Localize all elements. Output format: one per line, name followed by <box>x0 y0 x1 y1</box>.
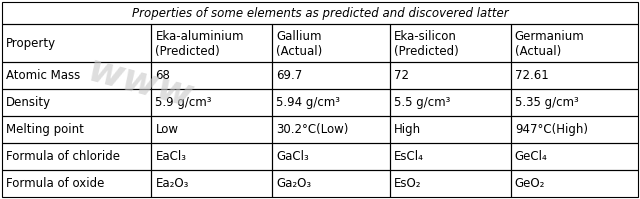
Text: www: www <box>84 51 198 116</box>
Bar <box>2 89 152 116</box>
Bar <box>2 116 152 143</box>
Text: Germanium: Germanium <box>515 30 584 43</box>
Bar <box>390 170 511 197</box>
Bar <box>390 24 511 62</box>
Text: Formula of oxide: Formula of oxide <box>6 177 104 190</box>
Text: (Predicted): (Predicted) <box>394 45 459 58</box>
Text: Eka-aluminium: Eka-aluminium <box>156 30 244 43</box>
Bar <box>390 62 511 89</box>
Text: (Actual): (Actual) <box>276 45 323 58</box>
Bar <box>272 89 390 116</box>
Text: High: High <box>394 123 421 136</box>
Text: Low: Low <box>156 123 179 136</box>
Text: EsO₂: EsO₂ <box>394 177 422 190</box>
Text: 5.5 g/cm³: 5.5 g/cm³ <box>394 96 451 109</box>
Text: 5.9 g/cm³: 5.9 g/cm³ <box>156 96 212 109</box>
Bar <box>152 143 272 170</box>
Text: GaCl₃: GaCl₃ <box>276 150 309 163</box>
Text: 69.7: 69.7 <box>276 69 303 82</box>
Bar <box>152 170 272 197</box>
Text: 72.61: 72.61 <box>515 69 548 82</box>
Text: (Actual): (Actual) <box>515 45 561 58</box>
Text: Eka-silicon: Eka-silicon <box>394 30 457 43</box>
Bar <box>272 116 390 143</box>
Text: EaCl₃: EaCl₃ <box>156 150 186 163</box>
Bar <box>511 89 638 116</box>
Text: Formula of chloride: Formula of chloride <box>6 150 120 163</box>
Bar <box>511 24 638 62</box>
Text: 5.94 g/cm³: 5.94 g/cm³ <box>276 96 340 109</box>
Text: Melting point: Melting point <box>6 123 84 136</box>
Text: (Predicted): (Predicted) <box>156 45 220 58</box>
Text: 68: 68 <box>156 69 170 82</box>
Bar <box>390 143 511 170</box>
Bar <box>511 116 638 143</box>
Bar <box>152 116 272 143</box>
Bar <box>2 62 152 89</box>
Bar <box>2 170 152 197</box>
Bar <box>272 62 390 89</box>
Text: 72: 72 <box>394 69 409 82</box>
Bar <box>511 143 638 170</box>
Text: Density: Density <box>6 96 51 109</box>
Text: Properties of some elements as predicted and discovered latter: Properties of some elements as predicted… <box>132 7 508 20</box>
Bar <box>152 89 272 116</box>
Text: EsCl₄: EsCl₄ <box>394 150 424 163</box>
Text: 947°C(High): 947°C(High) <box>515 123 588 136</box>
Text: 30.2°C(Low): 30.2°C(Low) <box>276 123 349 136</box>
Bar <box>2 143 152 170</box>
Text: Gallium: Gallium <box>276 30 322 43</box>
Text: GeCl₄: GeCl₄ <box>515 150 548 163</box>
Bar <box>152 24 272 62</box>
Bar <box>2 24 152 62</box>
Bar <box>272 24 390 62</box>
Text: 5.35 g/cm³: 5.35 g/cm³ <box>515 96 579 109</box>
Bar <box>511 170 638 197</box>
Bar <box>390 116 511 143</box>
Text: Atomic Mass: Atomic Mass <box>6 69 80 82</box>
Text: Property: Property <box>6 36 56 50</box>
Text: GeO₂: GeO₂ <box>515 177 545 190</box>
Bar <box>2 2 638 24</box>
Text: Ea₂O₃: Ea₂O₃ <box>156 177 189 190</box>
Text: Ga₂O₃: Ga₂O₃ <box>276 177 312 190</box>
Bar <box>152 62 272 89</box>
Bar <box>511 62 638 89</box>
Bar <box>272 170 390 197</box>
Bar <box>390 89 511 116</box>
Bar <box>272 143 390 170</box>
